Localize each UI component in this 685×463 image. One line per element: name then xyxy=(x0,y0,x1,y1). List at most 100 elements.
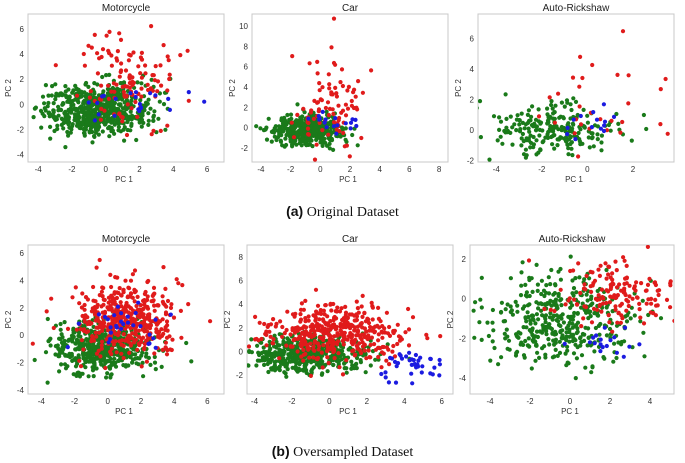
point-red xyxy=(316,347,321,352)
point-green xyxy=(63,93,68,98)
point-green xyxy=(146,122,151,127)
point-green xyxy=(559,100,565,105)
y-tick-label: 8 xyxy=(239,253,244,262)
point-green xyxy=(612,341,617,346)
point-red xyxy=(49,296,54,301)
point-red xyxy=(325,355,330,360)
x-axis-label: PC 1 xyxy=(339,407,357,416)
point-blue xyxy=(598,126,604,131)
point-red xyxy=(125,102,130,107)
point-red xyxy=(563,302,568,307)
point-green xyxy=(363,370,368,375)
point-red xyxy=(85,321,90,327)
point-green xyxy=(558,277,564,282)
point-green xyxy=(284,374,289,379)
point-green xyxy=(549,128,554,133)
point-red xyxy=(254,336,259,342)
point-green xyxy=(116,358,121,363)
y-tick-label: 0 xyxy=(20,331,25,340)
point-green xyxy=(502,128,507,134)
point-red xyxy=(342,330,347,335)
point-red xyxy=(165,328,170,333)
point-red xyxy=(334,309,339,314)
point-red xyxy=(110,296,115,301)
point-red xyxy=(610,329,615,334)
point-red xyxy=(604,300,609,306)
point-green xyxy=(586,335,591,340)
point-green xyxy=(542,344,547,349)
point-red xyxy=(149,24,154,29)
point-red xyxy=(319,336,324,341)
point-red xyxy=(109,284,114,290)
point-green xyxy=(499,300,504,305)
point-green xyxy=(276,135,281,140)
point-blue xyxy=(409,371,414,376)
point-green xyxy=(290,138,295,143)
point-red xyxy=(339,332,344,337)
chart-title: Auto-Rickshaw xyxy=(539,234,606,245)
points-group xyxy=(30,257,213,385)
point-red xyxy=(139,364,144,369)
point-red xyxy=(178,308,183,313)
point-green xyxy=(91,121,96,126)
point-red xyxy=(313,318,318,323)
point-green xyxy=(42,101,47,106)
point-green xyxy=(293,355,298,360)
point-red xyxy=(348,322,353,327)
point-green xyxy=(146,118,151,123)
point-green xyxy=(113,107,119,112)
point-green xyxy=(43,350,49,355)
point-red xyxy=(106,83,111,88)
point-red xyxy=(331,340,336,345)
point-green xyxy=(602,356,607,361)
point-red xyxy=(127,350,132,355)
point-red xyxy=(319,350,324,355)
point-red xyxy=(604,276,609,281)
point-green xyxy=(163,127,168,132)
point-red xyxy=(149,132,154,137)
point-green xyxy=(287,359,293,364)
point-red xyxy=(112,89,117,94)
point-green xyxy=(473,300,478,305)
point-red xyxy=(358,335,363,340)
point-green xyxy=(568,102,573,107)
point-green xyxy=(90,368,96,373)
point-green xyxy=(122,125,127,130)
point-red xyxy=(648,310,653,315)
point-green xyxy=(537,355,542,360)
point-red xyxy=(299,301,304,306)
point-red xyxy=(163,310,169,315)
point-green xyxy=(570,291,575,296)
point-green xyxy=(529,366,534,371)
y-tick-label: 6 xyxy=(20,25,25,34)
point-red xyxy=(117,286,122,291)
point-green xyxy=(21,118,25,122)
point-red xyxy=(352,87,357,92)
point-green xyxy=(91,95,96,100)
point-red xyxy=(356,79,361,84)
point-blue xyxy=(432,365,437,370)
point-red xyxy=(658,87,663,92)
point-red xyxy=(320,128,325,133)
point-red xyxy=(118,69,123,75)
y-tick-label: 6 xyxy=(20,249,25,258)
point-red xyxy=(597,302,603,307)
point-red xyxy=(300,330,305,335)
point-red xyxy=(609,118,614,123)
point-green xyxy=(107,359,112,364)
point-green xyxy=(553,299,558,304)
point-green xyxy=(57,336,62,341)
point-green xyxy=(279,118,284,123)
point-green xyxy=(104,73,109,78)
point-green xyxy=(595,288,600,294)
point-red xyxy=(114,82,119,87)
point-red xyxy=(369,328,374,333)
point-red xyxy=(362,334,367,340)
point-red xyxy=(425,336,430,341)
point-green xyxy=(526,126,531,131)
point-green xyxy=(283,121,288,126)
point-green xyxy=(522,355,527,360)
